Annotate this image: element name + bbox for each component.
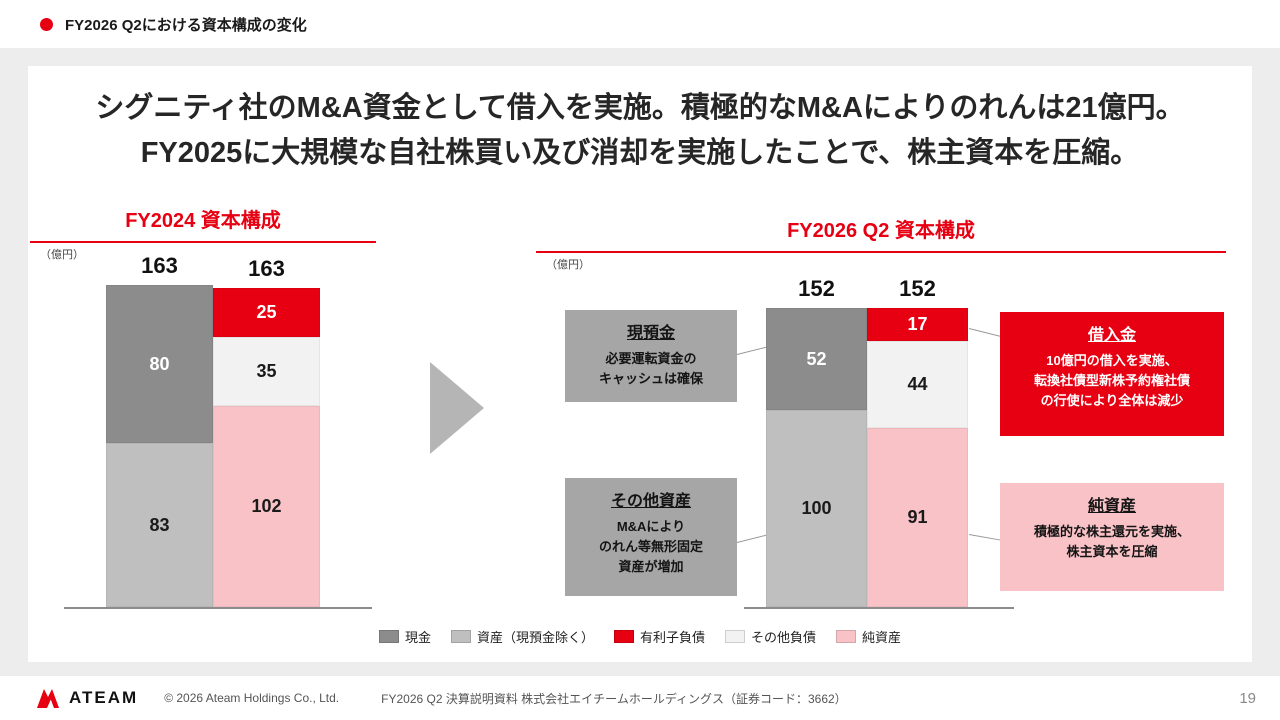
right-chart-unit-label: （億円） xyxy=(546,259,590,271)
legend-item: その他負債 xyxy=(725,627,816,646)
legend-item: 現金 xyxy=(378,627,431,646)
callout-debt: 借入金 10億円の借入を実施、 転換社債型新株予約権社債 の行使により全体は減少 xyxy=(1000,312,1224,436)
bar-total-label: 152 xyxy=(899,276,936,301)
callout-net-assets: 純資産 積極的な株主還元を実施、 株主資本を圧縮 xyxy=(1000,483,1224,591)
footer-document-title: FY2026 Q2 決算説明資料 株式会社エイチームホールディングス（証券コード… xyxy=(381,691,847,706)
bar-segment-cash: 52 xyxy=(766,308,867,410)
right-chart-title: FY2026 Q2 資本構成 xyxy=(536,214,1226,253)
callout-cash: 現預金 必要運転資金の キャッシュは確保 xyxy=(565,310,737,402)
right-chart-bars: 152 52 100 152 17 44 91 xyxy=(766,276,968,607)
slide-headline: シグニティ社のM&A資金として借入を実施。積極的なM&Aによりのれんは21億円。… xyxy=(28,86,1252,176)
callout-debt-title: 借入金 xyxy=(1087,327,1136,344)
bar-segment-cash: 80 xyxy=(106,285,213,443)
legend-item: 純資産 xyxy=(836,627,901,646)
callout-other-assets-body: M&Aにより のれん等無形固定 資産が増加 xyxy=(598,519,703,575)
slide-body-card: シグニティ社のM&A資金として借入を実施。積極的なM&Aによりのれんは21億円。… xyxy=(28,66,1252,662)
ateam-logo-icon xyxy=(37,689,59,708)
bar-segment-other-liabilities: 35 xyxy=(213,337,320,406)
footer-page-number: 19 xyxy=(1239,689,1256,707)
callout-debt-body: 10億円の借入を実施、 転換社債型新株予約権社債 の行使により全体は減少 xyxy=(1033,353,1190,409)
legend-swatch-icon xyxy=(836,630,857,643)
bar-column: 163 25 35 102 xyxy=(213,256,320,607)
bar-segment-debt: 25 xyxy=(213,288,320,337)
headline-line-2: FY2025に大規模な自社株買い及び消却を実施したことで、株主資本を圧縮。 xyxy=(140,136,1140,169)
bar-segment-other-liabilities: 44 xyxy=(867,341,968,428)
callout-other-assets: その他資産 M&Aにより のれん等無形固定 資産が増加 xyxy=(565,478,737,596)
callout-other-assets-title: その他資産 xyxy=(610,493,691,510)
left-chart-unit-label: （億円） xyxy=(40,249,84,261)
left-chart-axis-line xyxy=(64,607,372,609)
bar-segment-net-assets: 91 xyxy=(867,428,968,607)
legend-label: 純資産 xyxy=(862,630,902,645)
transition-arrow-icon xyxy=(430,362,484,454)
legend-label: その他負債 xyxy=(751,630,817,645)
callout-net-assets-title: 純資産 xyxy=(1087,498,1136,515)
bar-total-label: 163 xyxy=(248,256,285,281)
footer-copyright: © 2026 Ateam Holdings Co., Ltd. xyxy=(164,691,340,705)
legend-swatch-icon xyxy=(613,630,634,643)
legend-label: 現金 xyxy=(404,630,431,645)
bar-column: 163 80 83 xyxy=(106,253,213,607)
right-chart-axis-line xyxy=(744,607,1014,609)
callout-cash-body: 必要運転資金の キャッシュは確保 xyxy=(598,351,703,387)
legend-label: 資産（現預金除く） xyxy=(476,630,594,645)
left-chart-bars: 163 80 83 163 25 35 102 xyxy=(106,253,320,607)
ateam-logo-text: ATEAM xyxy=(69,688,139,707)
left-chart-title: FY2024 資本構成 xyxy=(30,204,376,243)
connector-line-net-assets xyxy=(968,534,1001,541)
headline-line-1: シグニティ社のM&A資金として借入を実施。積極的なM&Aによりのれんは21億円。 xyxy=(95,92,1185,124)
callout-net-assets-body: 積極的な株主還元を実施、 株主資本を圧縮 xyxy=(1033,524,1190,560)
legend-item: 資産（現預金除く） xyxy=(450,627,594,646)
bullet-dot-icon xyxy=(40,17,53,31)
slide-header: FY2026 Q2における資本構成の変化 xyxy=(0,0,1280,48)
bar-total-label: 163 xyxy=(141,253,178,278)
connector-line-other-assets xyxy=(736,534,767,543)
slide-footer: ATEAM © 2026 Ateam Holdings Co., Ltd. FY… xyxy=(0,676,1280,720)
chart-legend: 現金 資産（現預金除く） 有利子負債 その他負債 純資産 xyxy=(28,627,1252,646)
legend-swatch-icon xyxy=(725,630,745,643)
slide-section-title: FY2026 Q2における資本構成の変化 xyxy=(65,16,307,34)
ateam-logo: ATEAM xyxy=(36,688,138,708)
callout-cash-title: 現預金 xyxy=(626,325,675,342)
legend-swatch-icon xyxy=(378,630,399,643)
bar-segment-other-assets: 100 xyxy=(766,410,867,607)
connector-line-debt xyxy=(968,328,1001,337)
legend-label: 有利子負債 xyxy=(639,630,705,645)
bar-segment-other-assets: 83 xyxy=(106,443,213,607)
bar-segment-net-assets: 102 xyxy=(213,406,320,607)
legend-swatch-icon xyxy=(450,630,471,643)
bar-column: 152 17 44 91 xyxy=(867,276,968,607)
bar-column: 152 52 100 xyxy=(766,276,867,607)
bar-segment-debt: 17 xyxy=(867,308,968,341)
bar-total-label: 152 xyxy=(798,276,835,301)
legend-item: 有利子負債 xyxy=(613,627,705,646)
connector-line-cash xyxy=(736,346,767,355)
